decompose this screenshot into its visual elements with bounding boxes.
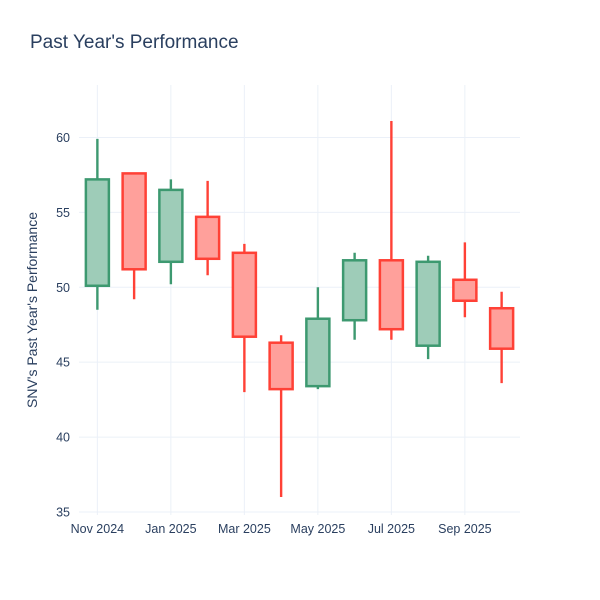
candle-mar-2025[interactable] — [231, 243, 258, 393]
x-tick-label: Jan 2025 — [145, 522, 196, 536]
candle-body — [121, 172, 147, 271]
candle-body — [268, 341, 294, 391]
x-tick-label: Mar 2025 — [218, 522, 271, 536]
candle-body — [415, 260, 441, 347]
candle-oct-2025[interactable] — [488, 291, 515, 384]
candle-body — [84, 178, 111, 288]
y-tick-label: 50 — [56, 281, 70, 295]
candle-body — [341, 259, 368, 322]
candle-body — [305, 317, 331, 388]
gridlines: 35 40 45 50 55 60 Nov 2024 Jan 2025 Mar 2025 May … — [56, 85, 520, 536]
chart-title: Past Year's Performance — [30, 32, 239, 53]
candle-sep-2025[interactable] — [452, 242, 478, 318]
candle-jan-2025[interactable] — [158, 179, 184, 285]
candle-nov-2024[interactable] — [84, 138, 111, 310]
y-tick-label: 60 — [56, 131, 70, 145]
y-tick-label: 35 — [56, 506, 70, 520]
x-tick-label: Jul 2025 — [368, 522, 415, 536]
candle-jul-2025[interactable] — [378, 120, 405, 340]
candle-body — [452, 278, 478, 302]
y-tick-label: 55 — [56, 206, 70, 220]
y-tick-label: 45 — [56, 356, 70, 370]
candle-body — [231, 251, 258, 338]
candle-aug-2025[interactable] — [415, 255, 441, 360]
candle-feb-2025[interactable] — [194, 180, 221, 276]
x-tick-label: Nov 2024 — [71, 522, 125, 536]
x-tick-label: Sep 2025 — [438, 522, 492, 536]
candle-dec-2024[interactable] — [121, 172, 147, 300]
y-tick-label: 40 — [56, 431, 70, 445]
candle-jun-2025[interactable] — [341, 252, 368, 340]
candle-apr-2025[interactable] — [268, 335, 294, 498]
candle-body — [158, 188, 184, 264]
x-tick-label: May 2025 — [290, 522, 345, 536]
candle-body — [194, 215, 221, 261]
candle-body — [378, 259, 405, 331]
candle-may-2025[interactable] — [305, 287, 331, 390]
candle-body — [488, 306, 515, 350]
